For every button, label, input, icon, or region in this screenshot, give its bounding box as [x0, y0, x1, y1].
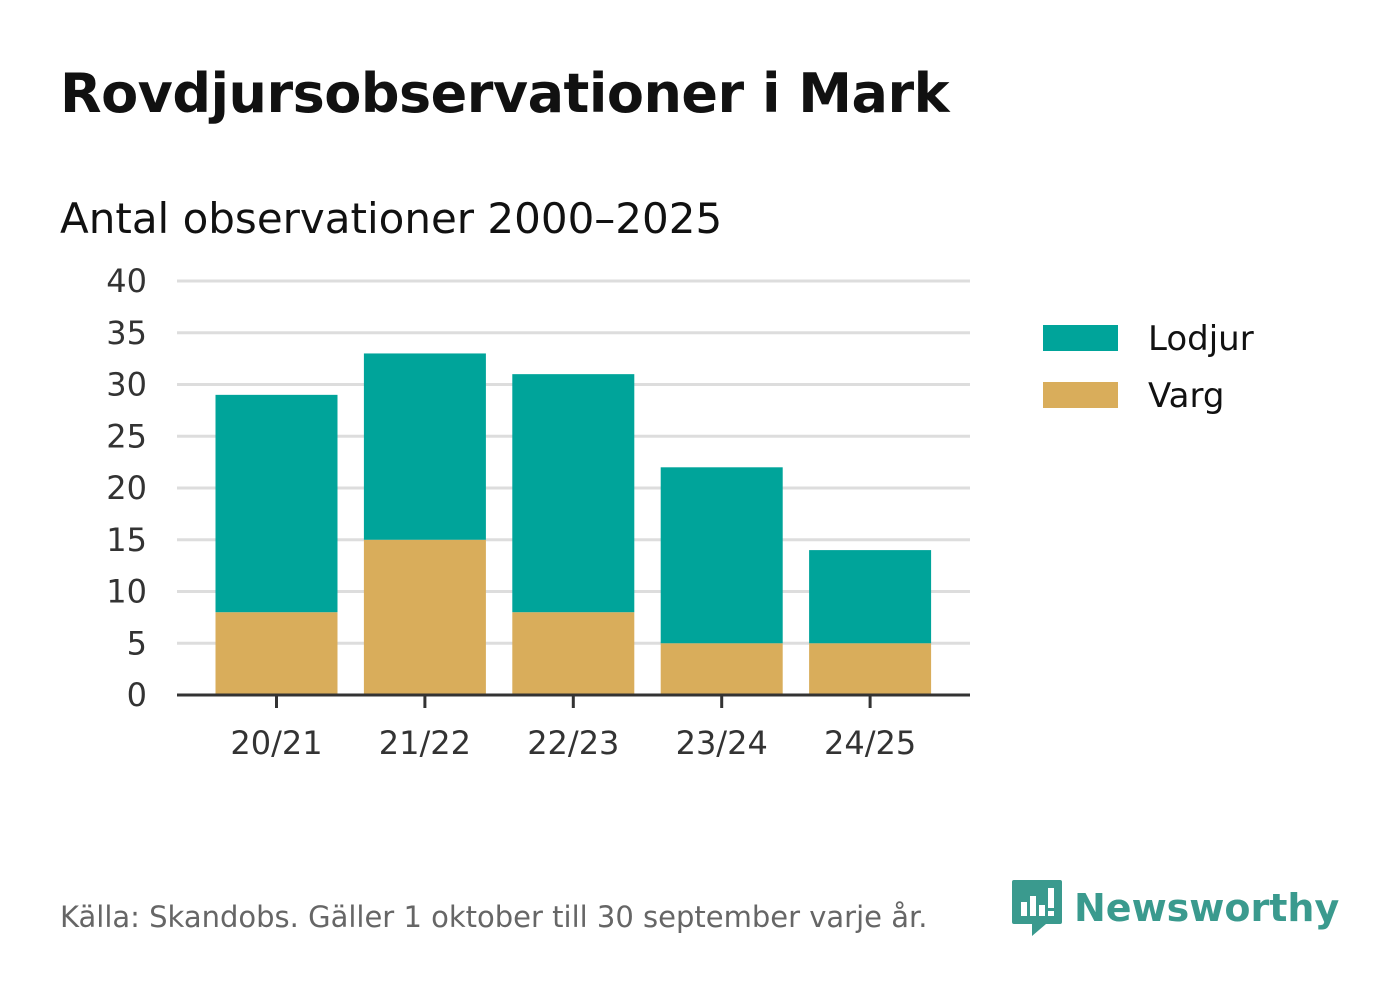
source-note: Källa: Skandobs. Gäller 1 oktober till 3… — [60, 900, 928, 934]
legend-label-lodjur: Lodjur — [1148, 319, 1254, 359]
y-tick-label: 10 — [106, 573, 147, 611]
legend-swatch-lodjur — [1043, 325, 1118, 351]
y-tick-label: 25 — [106, 417, 147, 455]
bar-lodjur-23-24 — [660, 467, 783, 644]
chart-subtitle: Antal observationer 2000–2025 — [60, 194, 723, 243]
brand: Newsworthy — [1010, 878, 1339, 938]
x-tick-label: 23/24 — [676, 724, 768, 762]
x-tick-label: 22/23 — [527, 724, 619, 762]
bar-lodjur-21-22 — [363, 353, 486, 540]
bar-varg-22-23 — [512, 612, 635, 695]
bar-lodjur-22-23 — [512, 374, 635, 613]
y-tick-label: 40 — [106, 262, 147, 300]
y-tick-label: 5 — [127, 624, 147, 662]
x-tick-label: 20/21 — [230, 724, 322, 762]
bar-lodjur-20-21 — [215, 394, 338, 613]
y-tick-label: 35 — [106, 314, 147, 352]
y-tick-label: 15 — [106, 521, 147, 559]
bar-lodjur-24-25 — [809, 550, 932, 644]
bar-varg-24-25 — [809, 643, 932, 695]
newsworthy-logo-icon — [1012, 880, 1062, 936]
y-tick-label: 30 — [106, 366, 147, 404]
chart-title: Rovdjursobservationer i Mark — [60, 62, 950, 125]
bar-varg-23-24 — [660, 643, 783, 695]
y-tick-label: 20 — [106, 469, 147, 507]
y-tick-label: 0 — [127, 676, 147, 714]
legend-label-varg: Varg — [1148, 376, 1224, 416]
bar-varg-20-21 — [215, 612, 338, 695]
x-tick-label: 21/22 — [379, 724, 471, 762]
legend-swatch-varg — [1043, 382, 1118, 408]
bar-varg-21-22 — [363, 539, 486, 695]
brand-name: Newsworthy — [1074, 886, 1340, 930]
x-tick-label: 24/25 — [824, 724, 916, 762]
